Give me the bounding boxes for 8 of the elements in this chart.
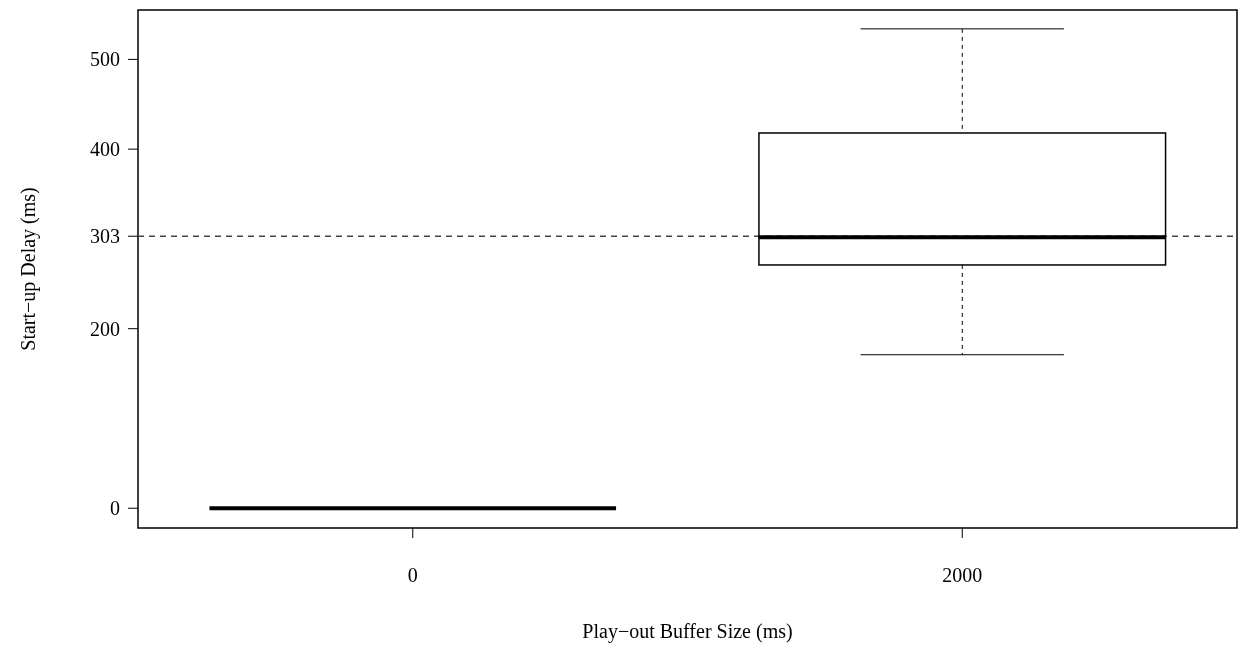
y-tick-label: 400 [90,138,120,161]
y-tick-label: 0 [110,497,120,520]
y-tick-label: 500 [90,48,120,71]
y-tick-label: 303 [90,225,120,248]
x-axis-title: Play−out Buffer Size (ms) [582,620,793,643]
y-axis-title: Start−up Delay (ms) [17,187,41,351]
x-tick-label: 2000 [942,564,983,587]
y-tick-label: 200 [90,317,120,340]
